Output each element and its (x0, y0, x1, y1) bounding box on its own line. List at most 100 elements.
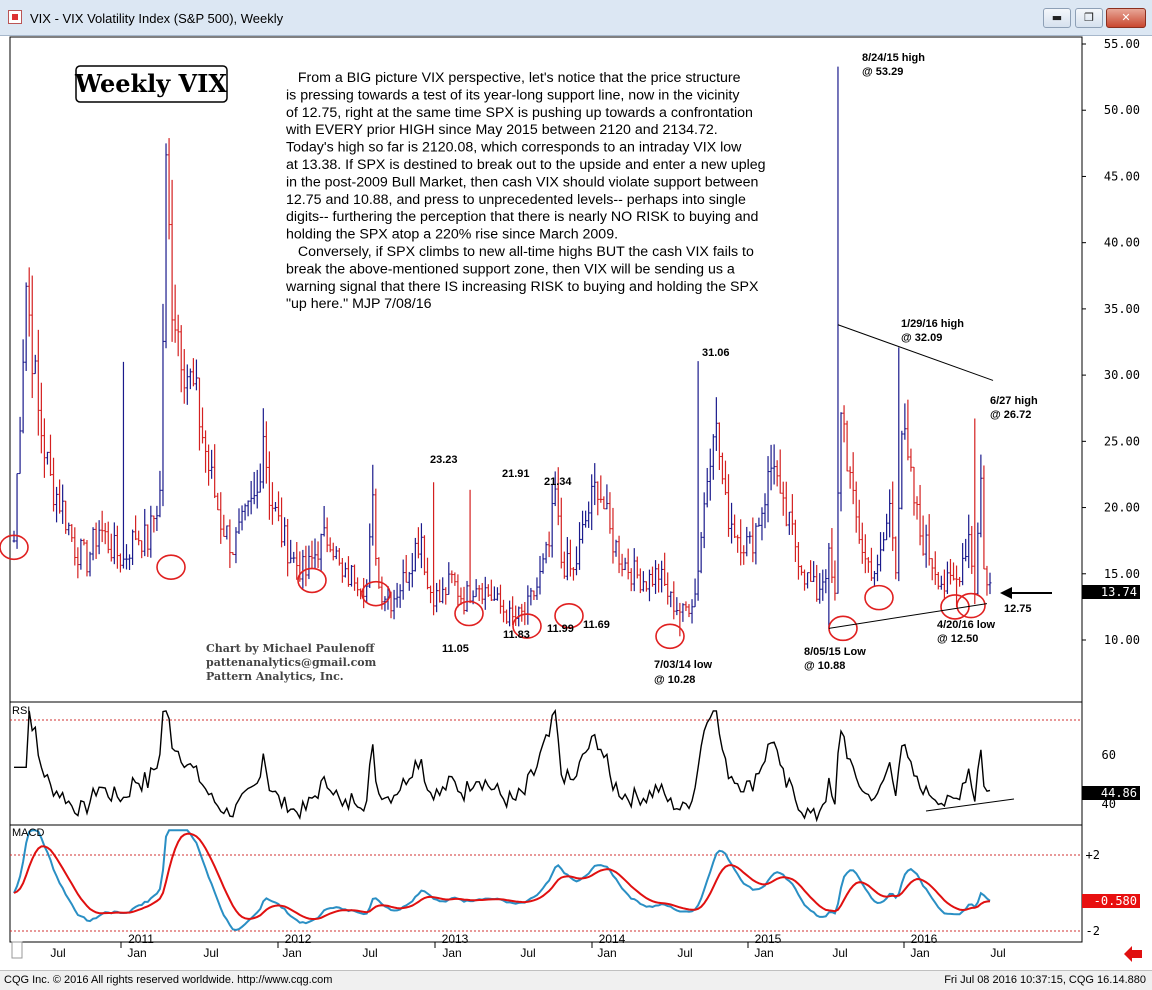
price-tick-label: 50.00 (1104, 103, 1140, 117)
price-tick-label: 10.00 (1104, 633, 1140, 647)
commentary-line: in the post-2009 Bull Market, then cash … (286, 174, 758, 190)
annotation-1105: 11.05 (442, 643, 469, 655)
price-bars (12, 66, 992, 637)
annotation-824-value: @ 53.29 (862, 66, 903, 78)
scroll-right-arrow-icon[interactable] (1124, 946, 1142, 962)
status-copyright: CQG Inc. © 2016 All rights reserved worl… (4, 974, 333, 986)
time-axis-label: Jul (832, 946, 847, 960)
annotation-2191: 21.91 (502, 468, 530, 480)
rsi-tick-label: 60 (1102, 748, 1116, 762)
annotation-129-high: 1/29/16 high (901, 318, 964, 330)
macd-signal-line (13, 832, 991, 920)
commentary-line: holding the SPX atop a 220% rise since M… (286, 227, 618, 243)
time-axis-label: 2012 (285, 932, 312, 946)
rsi-line (14, 708, 991, 823)
commentary-line: warning signal that there IS increasing … (285, 279, 759, 295)
annotation-1183: 11.83 (503, 629, 530, 641)
commentary-line: "up here." MJP 7/08/16 (286, 296, 432, 312)
low-ellipse (512, 613, 542, 639)
time-axis-label: Jul (50, 946, 65, 960)
commentary-line: digits-- furthering the perception that … (286, 209, 758, 225)
annotation-1199: 11.99 (547, 623, 574, 635)
chart-heading: Weekly VIX (74, 69, 227, 98)
annotation-627-high: 6/27 high (990, 395, 1038, 407)
low-ellipses (0, 534, 986, 650)
annotation-42016-low: 4/20/16 low (937, 619, 996, 631)
commentary-text: From a BIG picture VIX perspective, let'… (285, 70, 766, 312)
time-axis-label: Jul (677, 946, 692, 960)
current-price-arrowhead (1000, 587, 1012, 599)
rsi-tick-label: 40 (1102, 797, 1116, 811)
price-last-badge (1082, 585, 1140, 599)
low-ellipse (554, 602, 584, 629)
annotation-824-high: 8/24/15 high (862, 52, 925, 64)
rsi-axis: 60 40 (1102, 748, 1116, 811)
low-ellipse (864, 584, 894, 611)
commentary-line: Today's high so far is 2120.08, which co… (286, 140, 742, 156)
macd-axis: +2 -2 (1086, 848, 1100, 938)
price-tick-label: 20.00 (1104, 501, 1140, 515)
macd-tick-label: +2 (1086, 848, 1100, 862)
maximize-button[interactable]: ❐ (1075, 8, 1103, 28)
low-ellipse (0, 534, 29, 561)
macd-tick-label: -2 (1086, 924, 1100, 938)
time-axis-label: Jul (362, 946, 377, 960)
rsi-panel[interactable] (9, 701, 1083, 826)
annotation-70314-value: @ 10.28 (654, 674, 695, 686)
annotation-3106: 31.06 (702, 347, 730, 359)
price-panel[interactable] (9, 36, 1083, 703)
app-icon (8, 10, 22, 24)
minimize-button[interactable]: ▬ (1043, 8, 1071, 28)
low-ellipse (297, 567, 327, 594)
rsi-last-badge (1082, 786, 1140, 800)
window-titlebar: VIX - VIX Volatility Index (S&P 500), We… (0, 0, 1152, 36)
window-title: VIX - VIX Volatility Index (S&P 500), We… (30, 11, 284, 26)
price-tick-label: 55.00 (1104, 37, 1140, 51)
time-axis-label: Jan (127, 946, 146, 960)
time-axis-label: Jan (442, 946, 461, 960)
price-tick-label: 15.00 (1104, 567, 1140, 581)
annotation-1275: 12.75 (1004, 603, 1032, 615)
time-axis-label: Jan (597, 946, 616, 960)
time-axis-label: 2016 (911, 932, 938, 946)
credit-author: Chart by Michael Paulenoff (206, 642, 375, 655)
status-timestamp: Fri Jul 08 2016 10:37:15, CQG 16.14.880 (944, 974, 1146, 986)
close-button[interactable]: ✕ (1106, 8, 1146, 28)
commentary-line: 12.75 and 10.88, and press to unpreceden… (286, 192, 746, 208)
commentary-line: at 13.38. If SPX is destined to break ou… (286, 157, 766, 173)
time-axis-label: 2014 (599, 932, 626, 946)
time-axis-label: 2015 (755, 932, 782, 946)
annotation-1169: 11.69 (583, 619, 610, 631)
low-ellipse (361, 580, 391, 607)
support-trendline (828, 603, 988, 629)
time-axis-label: Jul (203, 946, 218, 960)
commentary-line: Conversely, if SPX climbs to new all-tim… (286, 244, 754, 260)
price-last-value: 13.74 (1101, 585, 1137, 599)
low-ellipse (956, 592, 986, 619)
status-bar: CQG Inc. © 2016 All rights reserved worl… (0, 970, 1152, 990)
macd-panel-label: MACD (12, 827, 44, 839)
annotation-80515-low: 8/05/15 Low (804, 646, 866, 658)
price-tick-label: 35.00 (1104, 302, 1140, 316)
annotation-42016-value: @ 12.50 (937, 633, 978, 645)
annotation-70314-low: 7/03/14 low (654, 659, 713, 671)
macd-last-badge (1082, 894, 1140, 908)
price-tick-label: 40.00 (1104, 236, 1140, 250)
annotation-2323: 23.23 (430, 454, 458, 466)
macd-last-value: -0.580 (1094, 894, 1137, 908)
annotation-627-value: @ 26.72 (990, 409, 1031, 421)
low-ellipse (655, 623, 685, 650)
resistance-trendline (837, 324, 994, 381)
low-ellipse (454, 600, 484, 627)
time-axis-label: Jul (520, 946, 535, 960)
vix-chart[interactable]: 55.00 50.00 45.00 40.00 35.00 30.00 25.00 20.00… (0, 36, 1152, 970)
time-axis-label: 2011 (128, 932, 154, 946)
annotation-80515-value: @ 10.88 (804, 660, 845, 672)
time-axis-label: Jul (990, 946, 1005, 960)
rsi-last-value: 44.86 (1101, 786, 1137, 800)
price-axis: 55.00 50.00 45.00 40.00 35.00 30.00 25.00 20.00… (1082, 37, 1140, 647)
commentary-line: is pressing towards a test of its year-l… (286, 87, 740, 103)
commentary-line: From a BIG picture VIX perspective, let'… (286, 70, 741, 86)
scroll-handle[interactable] (11, 941, 23, 959)
